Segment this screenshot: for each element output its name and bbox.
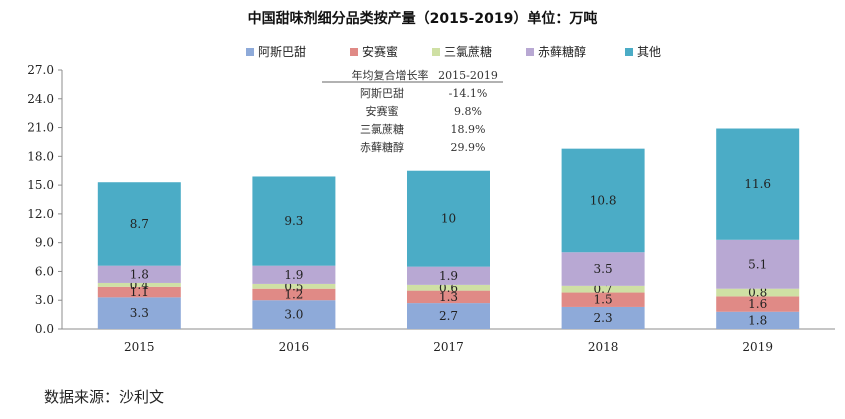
bar-segment <box>97 282 181 287</box>
data-label: 3.0 <box>284 308 303 322</box>
data-label: 8.7 <box>130 217 149 231</box>
bar-segment <box>716 296 800 312</box>
cagr-row-value: -14.1% <box>449 87 488 100</box>
y-tick-label: 12.0 <box>27 207 54 221</box>
y-tick-label: 3.0 <box>35 293 54 307</box>
bar-segment <box>716 239 800 289</box>
data-source-note: 数据来源：沙利文 <box>44 388 165 406</box>
bar-segment <box>561 306 645 329</box>
legend-swatch <box>246 48 254 56</box>
y-tick-label: 6.0 <box>35 264 54 278</box>
bar-segment <box>716 288 800 297</box>
data-label: 1.9 <box>284 268 303 282</box>
data-label: 0.8 <box>748 286 767 300</box>
y-tick-label: 24.0 <box>27 92 54 106</box>
bar-segment <box>97 182 181 266</box>
legend-swatch <box>350 48 358 56</box>
data-label: 2.3 <box>594 311 613 325</box>
y-tick-label: 21.0 <box>27 121 54 135</box>
bar-segment <box>561 252 645 286</box>
cagr-row-name: 三氯蔗糖 <box>360 122 404 136</box>
data-label: 1.2 <box>284 287 303 301</box>
data-label: 1.5 <box>594 293 613 307</box>
cagr-row-name: 安赛蜜 <box>366 104 399 118</box>
data-label: 2.7 <box>439 309 458 323</box>
legend-swatch <box>526 48 534 56</box>
legend-label: 安赛蜜 <box>362 44 398 59</box>
data-label: 1.9 <box>439 269 458 283</box>
data-label: 10 <box>441 212 456 226</box>
bar-segment <box>97 286 181 298</box>
bar-segment <box>561 292 645 307</box>
x-tick-label: 2017 <box>433 340 464 354</box>
data-label: 11.6 <box>744 177 771 191</box>
legend-swatch <box>625 48 633 56</box>
y-tick-label: 15.0 <box>27 178 54 192</box>
x-tick-label: 2015 <box>124 340 155 354</box>
bar-segment <box>252 265 336 284</box>
bar-segment <box>407 284 490 291</box>
cagr-row-name: 赤藓糖醇 <box>360 140 404 154</box>
cagr-row-value: 29.9% <box>451 141 486 154</box>
bar-segment <box>716 311 800 329</box>
bar-segment <box>407 290 490 304</box>
cagr-row-value: 9.8% <box>454 105 482 118</box>
legend-swatch <box>432 48 440 56</box>
bar-segment <box>716 128 800 240</box>
data-label: 1.3 <box>439 290 458 304</box>
data-label: 1.8 <box>748 313 767 327</box>
legend-label: 三氯蔗糖 <box>444 44 492 59</box>
data-label: 10.8 <box>590 193 617 207</box>
legend-label: 阿斯巴甜 <box>258 45 306 59</box>
bar-segment <box>407 266 490 285</box>
bar-segment <box>407 170 490 267</box>
bar-segment <box>252 288 336 301</box>
bar-segment <box>252 283 336 289</box>
bar-segment <box>97 297 181 329</box>
bar-segment <box>97 265 181 283</box>
data-label: 3.5 <box>594 262 613 276</box>
data-label: 1.8 <box>130 267 149 281</box>
y-tick-label: 9.0 <box>35 236 54 250</box>
x-tick-label: 2019 <box>742 340 773 354</box>
bar-segment <box>252 300 336 329</box>
cagr-row-name: 阿斯巴甜 <box>360 87 404 100</box>
x-tick-label: 2016 <box>279 340 310 354</box>
bar-segment <box>561 285 645 293</box>
y-tick-label: 18.0 <box>27 149 54 163</box>
bar-segment <box>252 176 336 266</box>
legend-label: 赤藓糖醇 <box>538 44 586 59</box>
data-label: 9.3 <box>284 214 303 228</box>
data-label: 1.1 <box>130 285 149 299</box>
y-tick-label: 0.0 <box>35 322 54 336</box>
cagr-header-label: 年均复合增长率 <box>352 68 429 82</box>
legend-label: 其他 <box>637 45 661 59</box>
y-tick-label: 27.0 <box>27 63 54 77</box>
cagr-header-period: 2015-2019 <box>438 69 498 82</box>
data-label: 1.6 <box>748 297 767 311</box>
data-label: 5.1 <box>748 257 767 271</box>
bar-segment <box>561 148 645 253</box>
cagr-row-value: 18.9% <box>451 123 486 136</box>
chart-title: 中国甜味剂细分品类按产量（2015-2019）单位：万吨 <box>247 11 598 27</box>
bar-segment <box>407 303 490 329</box>
x-tick-label: 2018 <box>588 340 619 354</box>
data-label: 3.3 <box>130 306 149 320</box>
